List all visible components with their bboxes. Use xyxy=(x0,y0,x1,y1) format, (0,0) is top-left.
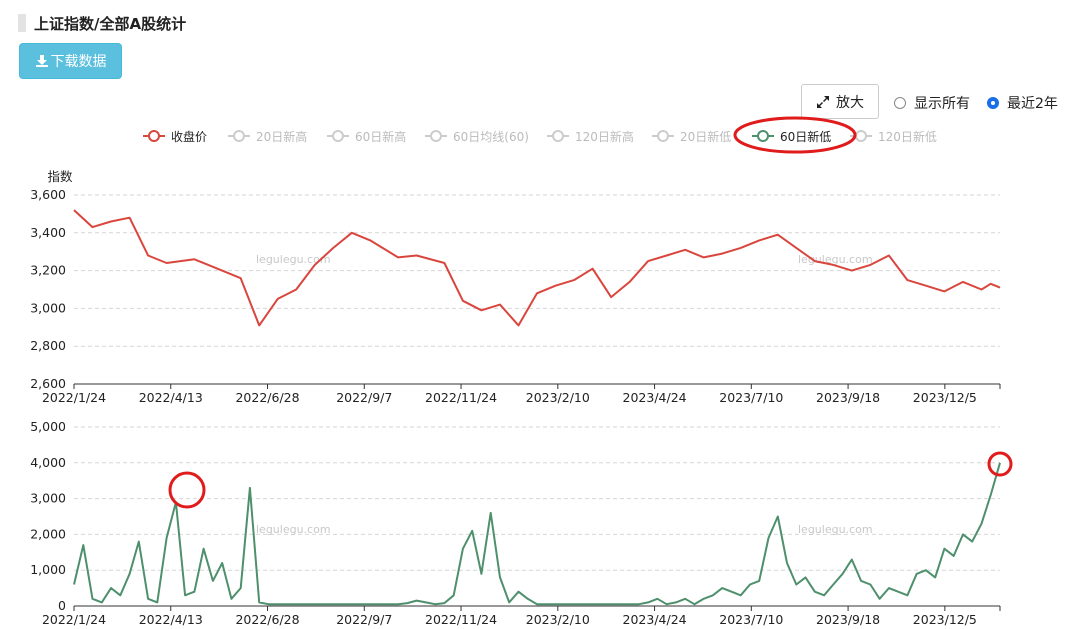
y-tick-label: 3,600 xyxy=(30,187,66,202)
x-tick-label: 2022/11/24 xyxy=(425,390,497,405)
x-tick-label: 2022/6/28 xyxy=(235,612,299,627)
legend-item[interactable]: 20日新高 xyxy=(228,127,307,145)
legend-label: 60日新低 xyxy=(780,129,832,144)
watermark-text: legulegu.com xyxy=(256,253,331,266)
y-tick-label: 1,000 xyxy=(30,562,66,577)
y-tick-label: 3,000 xyxy=(30,491,66,506)
y-tick-label: 2,000 xyxy=(30,526,66,541)
legend-item[interactable]: 收盘价 xyxy=(143,127,207,145)
radio-checked-icon xyxy=(987,97,999,109)
x-tick-label: 2022/11/24 xyxy=(425,612,497,627)
x-tick-label: 2022/1/24 xyxy=(42,612,106,627)
x-tick-label: 2023/9/18 xyxy=(816,612,880,627)
legend-label: 收盘价 xyxy=(171,129,208,144)
download-label: 下载数据 xyxy=(50,54,107,70)
download-data-button[interactable]: 下载数据 xyxy=(19,43,122,79)
x-tick-label: 2023/9/18 xyxy=(816,390,880,405)
x-tick-label: 2023/4/24 xyxy=(623,612,687,627)
legend-symbol-icon xyxy=(752,130,774,142)
watermark-text: legulegu.com xyxy=(798,253,873,266)
watermark-text: legulegu.com xyxy=(256,523,331,536)
highlight-circle xyxy=(987,451,1013,477)
radio-show-all-label: 显示所有 xyxy=(914,96,970,112)
radio-recent-2-years[interactable]: 最近2年 xyxy=(987,93,1058,113)
zoom-label: 放大 xyxy=(836,94,864,111)
radio-circle-icon xyxy=(894,97,906,109)
x-tick-label: 2022/4/13 xyxy=(139,390,203,405)
x-tick-label: 2022/4/13 xyxy=(139,612,203,627)
radio-recent-label: 最近2年 xyxy=(1007,96,1058,112)
legend-label: 60日均线(60) xyxy=(453,129,529,144)
legend-label: 120日新高 xyxy=(575,129,634,144)
y-tick-label: 5,000 xyxy=(30,419,66,434)
expand-icon xyxy=(817,95,829,108)
x-tick-label: 2022/1/24 xyxy=(42,390,106,405)
chart-title: 上证指数/全部A股统计 xyxy=(18,13,186,33)
x-tick-label: 2023/7/10 xyxy=(719,612,783,627)
legend-symbol-icon xyxy=(652,130,674,142)
legend-label: 120日新低 xyxy=(878,129,937,144)
zoom-button[interactable]: 放大 xyxy=(801,84,879,119)
x-tick-label: 2023/12/5 xyxy=(913,612,977,627)
legend-symbol-icon xyxy=(547,130,569,142)
page-title: 上证指数/全部A股统计 xyxy=(34,14,187,33)
x-tick-label: 2022/6/28 xyxy=(235,390,299,405)
legend-item[interactable]: 60日新高 xyxy=(327,127,406,145)
y-axis-label: 指数 xyxy=(47,169,73,184)
y-tick-label: 2,800 xyxy=(30,338,66,353)
series-line xyxy=(73,462,1001,606)
y-tick-label: 0 xyxy=(58,598,66,613)
download-icon xyxy=(35,55,48,67)
x-tick-label: 2022/9/7 xyxy=(336,612,392,627)
y-tick-label: 3,200 xyxy=(30,263,66,278)
legend-label: 60日新高 xyxy=(355,129,407,144)
highlight-circle xyxy=(168,471,206,509)
legend-label: 20日新低 xyxy=(680,129,732,144)
series-line xyxy=(73,209,1001,327)
legend-item[interactable]: 60日均线(60) xyxy=(425,127,529,145)
legend-symbol-icon xyxy=(327,130,349,142)
x-tick-label: 2022/9/7 xyxy=(336,390,392,405)
x-tick-label: 2023/4/24 xyxy=(623,390,687,405)
title-marker xyxy=(18,14,26,32)
highlight-circle xyxy=(733,116,857,154)
legend-item[interactable]: 20日新低 xyxy=(652,127,731,145)
legend-symbol-icon xyxy=(228,130,250,142)
x-tick-label: 2023/2/10 xyxy=(526,612,590,627)
x-tick-label: 2023/12/5 xyxy=(913,390,977,405)
legend-symbol-icon xyxy=(143,130,165,142)
x-tick-label: 2023/7/10 xyxy=(719,390,783,405)
legend-label: 20日新高 xyxy=(256,129,308,144)
y-tick-label: 3,400 xyxy=(30,225,66,240)
x-tick-label: 2023/2/10 xyxy=(526,390,590,405)
radio-show-all[interactable]: 显示所有 xyxy=(894,93,970,113)
watermark-text: legulegu.com xyxy=(798,523,873,536)
y-tick-label: 3,000 xyxy=(30,300,66,315)
y-tick-label: 4,000 xyxy=(30,455,66,470)
legend-item[interactable]: 60日新低 xyxy=(752,127,831,145)
legend-symbol-icon xyxy=(425,130,447,142)
legend-item[interactable]: 120日新高 xyxy=(547,127,634,145)
y-tick-label: 2,600 xyxy=(30,376,66,391)
